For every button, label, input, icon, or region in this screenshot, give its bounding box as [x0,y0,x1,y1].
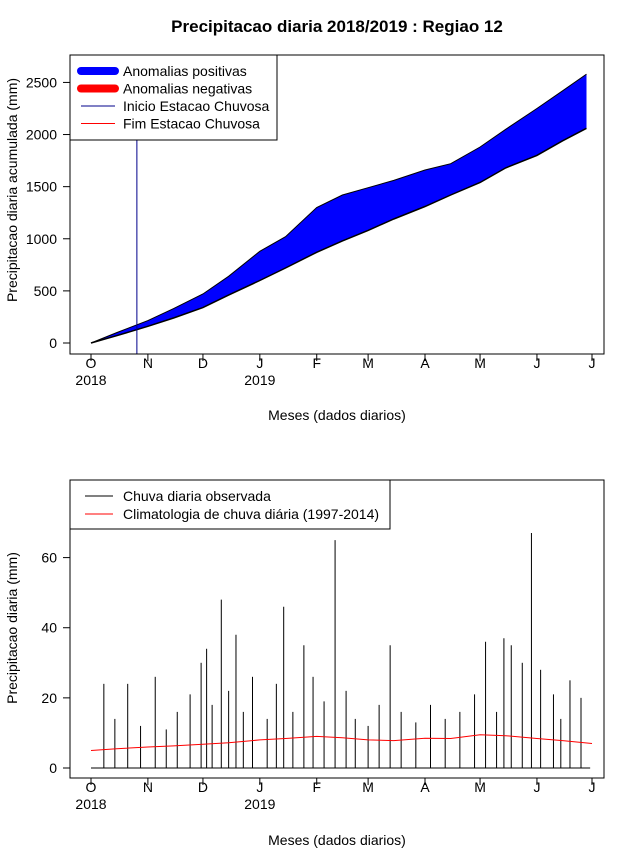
x-year-label: 2018 [75,372,106,388]
x-tick-label: J [533,355,540,371]
y-tick-label: 500 [34,283,58,299]
x-tick-label: M [362,779,374,795]
x-axis: O N D J F M A M J J 2018 2019 [75,354,595,388]
y-axis-label: Precipitacao diaria (mm) [4,552,20,704]
x-axis-label: Meses (dados diarios) [268,832,406,848]
x-tick-label: N [143,779,153,795]
y-tick-label: 2000 [26,127,57,143]
y-tick-label: 1000 [26,231,57,247]
x-year-label: 2019 [244,796,275,812]
x-tick-label: M [474,779,486,795]
y-tick-label: 20 [41,690,57,706]
x-tick-label: M [362,355,374,371]
legend-label: Climatologia de chuva diária (1997-2014) [123,506,379,522]
legend-label: Chuva diaria observada [123,488,271,504]
x-tick-label: J [256,355,263,371]
legend-label: Inicio Estacao Chuvosa [123,98,270,114]
x-tick-label: F [312,779,321,795]
chart-daily: O N D J F M A M J J 2018 2019 0 20 40 60 Meses (dados … [4,480,604,848]
y-tick-label: 0 [49,760,57,776]
x-tick-label: M [474,355,486,371]
x-tick-label: J [589,779,596,795]
x-tick-label: O [86,779,97,795]
y-tick-label: 2500 [26,74,57,90]
x-tick-label: J [256,779,263,795]
y-tick-label: 40 [41,620,57,636]
x-year-label: 2019 [244,372,275,388]
x-year-label: 2018 [75,796,106,812]
x-tick-label: D [198,779,208,795]
x-axis: O N D J F M A M J J 2018 2019 [75,778,595,812]
x-tick-label: A [420,355,430,371]
y-tick-label: 0 [49,335,57,351]
legend: Anomalias positivas Anomalias negativasIn… [70,55,277,140]
x-tick-label: J [533,779,540,795]
legend-label: Anomalias negativas [123,81,252,97]
x-tick-label: J [589,355,596,371]
x-tick-label: F [312,355,321,371]
chart-title: Precipitacao diaria 2018/2019 : Regiao 1… [171,17,503,36]
legend-label: Fim Estacao Chuvosa [123,116,260,132]
x-tick-label: A [420,779,430,795]
chart-cumulative: Precipitacao diaria 2018/2019 : Regiao 1… [4,17,604,423]
legend-label: Anomalias positivas [123,63,247,79]
x-tick-label: N [143,355,153,371]
chart-daily-series [91,533,592,768]
x-axis-label: Meses (dados diarios) [268,407,406,423]
x-tick-label: O [86,355,97,371]
y-axis: 0 20 40 60 [41,550,70,776]
y-axis: 0 500 1000 1500 2000 2500 [26,74,70,351]
y-axis-label: Precipitacao diaria acumulada (mm) [4,78,20,302]
y-tick-label: 60 [41,550,57,566]
x-tick-label: D [198,355,208,371]
legend: Chuva diaria observada Climatologia de ch… [70,480,390,529]
y-tick-label: 1500 [26,179,57,195]
